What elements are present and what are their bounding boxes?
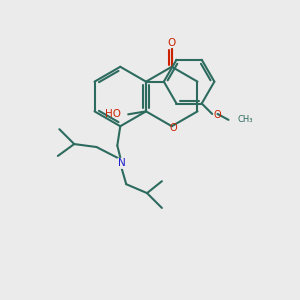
Text: N: N [118,158,126,168]
Text: HO: HO [105,109,121,119]
Text: O: O [168,38,176,48]
Text: O: O [214,110,221,120]
Text: CH₃: CH₃ [237,116,253,124]
Text: O: O [169,123,177,133]
